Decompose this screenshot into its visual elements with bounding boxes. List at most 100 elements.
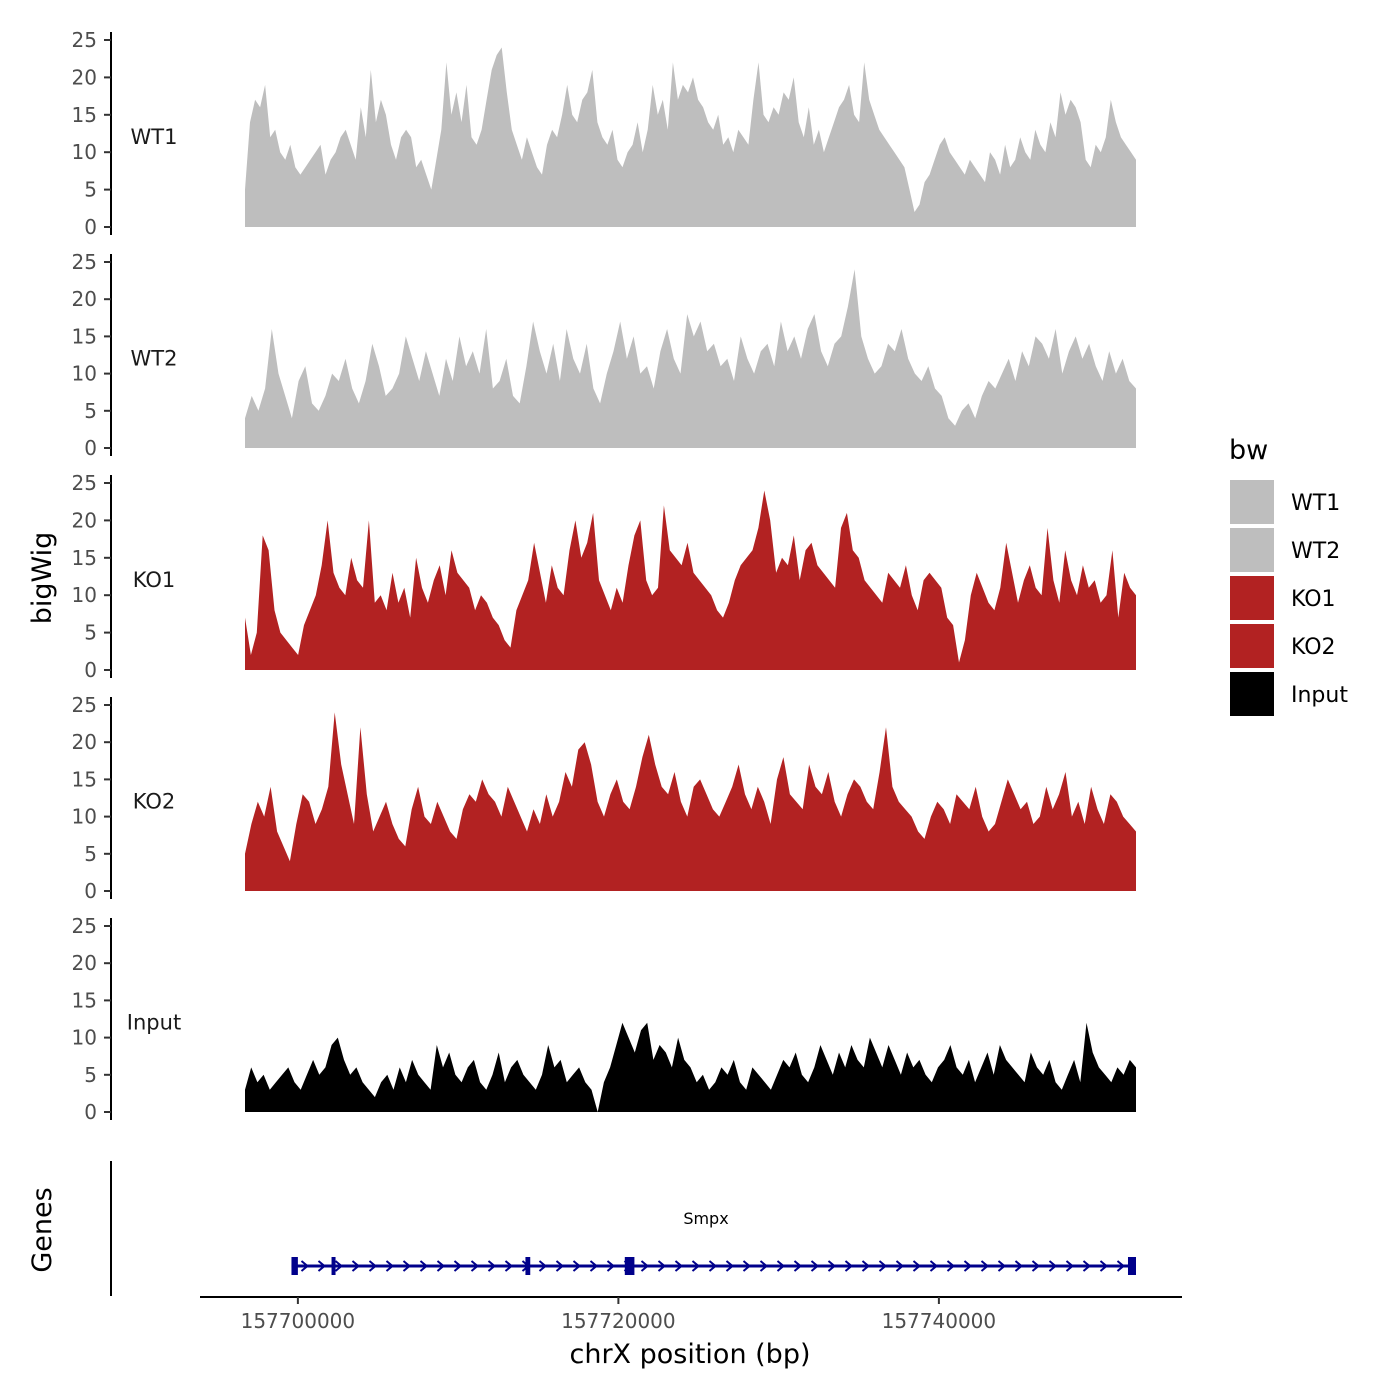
- legend-label-ko2: KO2: [1291, 635, 1336, 660]
- track-ko2: 0 5 10 15 20 25 KO2: [72, 693, 1136, 903]
- strand-arrow: [657, 1260, 667, 1272]
- legend-swatch-input: [1230, 672, 1274, 716]
- y-tick-label-wt2-20: 20: [72, 287, 97, 311]
- strand-arrow: [725, 1260, 735, 1272]
- strand-arrow: [470, 1260, 480, 1272]
- y-tick-label-wt1-20: 20: [72, 65, 97, 89]
- strand-arrow: [487, 1260, 497, 1272]
- strand-arrow: [997, 1260, 1007, 1272]
- strand-arrow: [1116, 1260, 1126, 1272]
- y-tick-label-wt1-15: 15: [72, 103, 97, 127]
- strand-arrow: [1065, 1260, 1075, 1272]
- area-input: [245, 1022, 1136, 1112]
- y-tick-label-ko2-20: 20: [72, 730, 97, 754]
- strand-arrow: [1082, 1260, 1092, 1272]
- y-tick-label-wt2-25: 25: [72, 250, 97, 274]
- strand-arrow: [300, 1260, 310, 1272]
- tracks-layer: 0510152025WT10510152025WT20510152025KO10…: [72, 28, 1136, 1124]
- strand-arrow: [385, 1260, 395, 1272]
- legend-title: bw: [1229, 435, 1268, 466]
- y-tick-label-ko2-5: 5: [84, 842, 97, 866]
- y-tick-label-wt1-5: 5: [84, 178, 97, 202]
- area-ko1: [245, 490, 1136, 670]
- track-input: 0 5 10 15 20 25 Input: [72, 914, 1136, 1124]
- strand-arrow: [810, 1260, 820, 1272]
- gene-label-smpx: Smpx: [683, 1209, 728, 1228]
- y-tick-label-input-20: 20: [72, 951, 97, 975]
- gene-exon-1: [291, 1257, 298, 1275]
- strand-arrow: [402, 1260, 412, 1272]
- y-tick-label-ko1-10: 10: [72, 583, 97, 607]
- strand-arrow: [895, 1260, 905, 1272]
- strand-arrow: [606, 1260, 616, 1272]
- strand-arrow: [912, 1260, 922, 1272]
- strand-arrow: [640, 1260, 650, 1272]
- strand-arrow: [827, 1260, 837, 1272]
- strand-arrow: [674, 1260, 684, 1272]
- area-wt1: [245, 47, 1136, 227]
- strand-arrow: [555, 1260, 565, 1272]
- y-tick-label-wt2-5: 5: [84, 399, 97, 423]
- legend-swatch-wt2: [1230, 528, 1274, 572]
- track-wt2: 0 5 10 15 20 25 WT2: [72, 250, 1136, 460]
- strand-arrow: [946, 1260, 956, 1272]
- y-tick-label-input-25: 25: [72, 914, 97, 938]
- x-tick-label-2: 157740000: [882, 1309, 997, 1333]
- strand-arrow: [1099, 1260, 1109, 1272]
- y-tick-label-input-10: 10: [72, 1026, 97, 1050]
- strand-arrow: [504, 1260, 514, 1272]
- strand-arrow: [776, 1260, 786, 1272]
- track-ko1: 0 5 10 15 20 25 KO1: [72, 471, 1136, 682]
- x-tick-label-0: 157700000: [241, 1309, 356, 1333]
- y-tick-label-wt2-10: 10: [72, 362, 97, 386]
- y-tick-label-wt2-15: 15: [72, 324, 97, 348]
- legend-label-ko1: KO1: [1291, 587, 1336, 612]
- y-tick-label-wt1-0: 0: [84, 215, 97, 239]
- x-axis: 157700000 157720000 157740000: [200, 1296, 1182, 1333]
- strand-arrow: [1014, 1260, 1024, 1272]
- legend-swatch-ko2: [1230, 624, 1274, 668]
- area-wt2: [245, 269, 1136, 448]
- strand-arrow: [963, 1260, 973, 1272]
- y-tick-label-ko2-15: 15: [72, 767, 97, 791]
- y-tick-label-ko1-5: 5: [84, 621, 97, 645]
- strand-arrow: [334, 1260, 344, 1272]
- strand-arrow: [929, 1260, 939, 1272]
- legend-swatch-wt1: [1230, 480, 1274, 524]
- y-tick-label-wt1-25: 25: [72, 28, 97, 52]
- gene-exon-5: [1127, 1257, 1136, 1275]
- legend-label-wt2: WT2: [1291, 539, 1340, 564]
- strand-arrow: [538, 1260, 548, 1272]
- track-label-wt1: WT1: [131, 125, 178, 149]
- legend: bw WT1 WT2 KO1 KO2 Input: [1229, 435, 1348, 716]
- genes-axis-title: Genes: [27, 1187, 58, 1272]
- strand-arrow: [708, 1260, 718, 1272]
- strand-arrow: [453, 1260, 463, 1272]
- track-label-input: Input: [127, 1011, 181, 1035]
- legend-label-wt1: WT1: [1291, 491, 1340, 516]
- y-tick-label-ko2-10: 10: [72, 805, 97, 829]
- strand-arrow: [572, 1260, 582, 1272]
- track-label-ko2: KO2: [133, 790, 176, 814]
- strand-arrow: [317, 1260, 327, 1272]
- strand-arrow: [861, 1260, 871, 1272]
- strand-arrow: [691, 1260, 701, 1272]
- y-tick-label-ko1-20: 20: [72, 508, 97, 532]
- y-tick-label-ko1-15: 15: [72, 546, 97, 570]
- strand-arrow: [436, 1260, 446, 1272]
- strand-arrow: [1031, 1260, 1041, 1272]
- strand-arrow: [844, 1260, 854, 1272]
- y-tick-label-input-5: 5: [84, 1063, 97, 1087]
- strand-arrow: [878, 1260, 888, 1272]
- strand-arrow: [419, 1260, 429, 1272]
- strand-arrow: [351, 1260, 361, 1272]
- legend-swatch-ko1: [1230, 576, 1274, 620]
- y-tick-label-ko2-25: 25: [72, 693, 97, 717]
- area-ko2: [245, 712, 1136, 891]
- y-tick-label-ko2-0: 0: [84, 879, 97, 903]
- x-axis-title: chrX position (bp): [569, 1339, 810, 1370]
- strand-arrow: [589, 1260, 599, 1272]
- y-tick-label-wt1-10: 10: [72, 140, 97, 164]
- y-tick-label-ko1-0: 0: [84, 658, 97, 682]
